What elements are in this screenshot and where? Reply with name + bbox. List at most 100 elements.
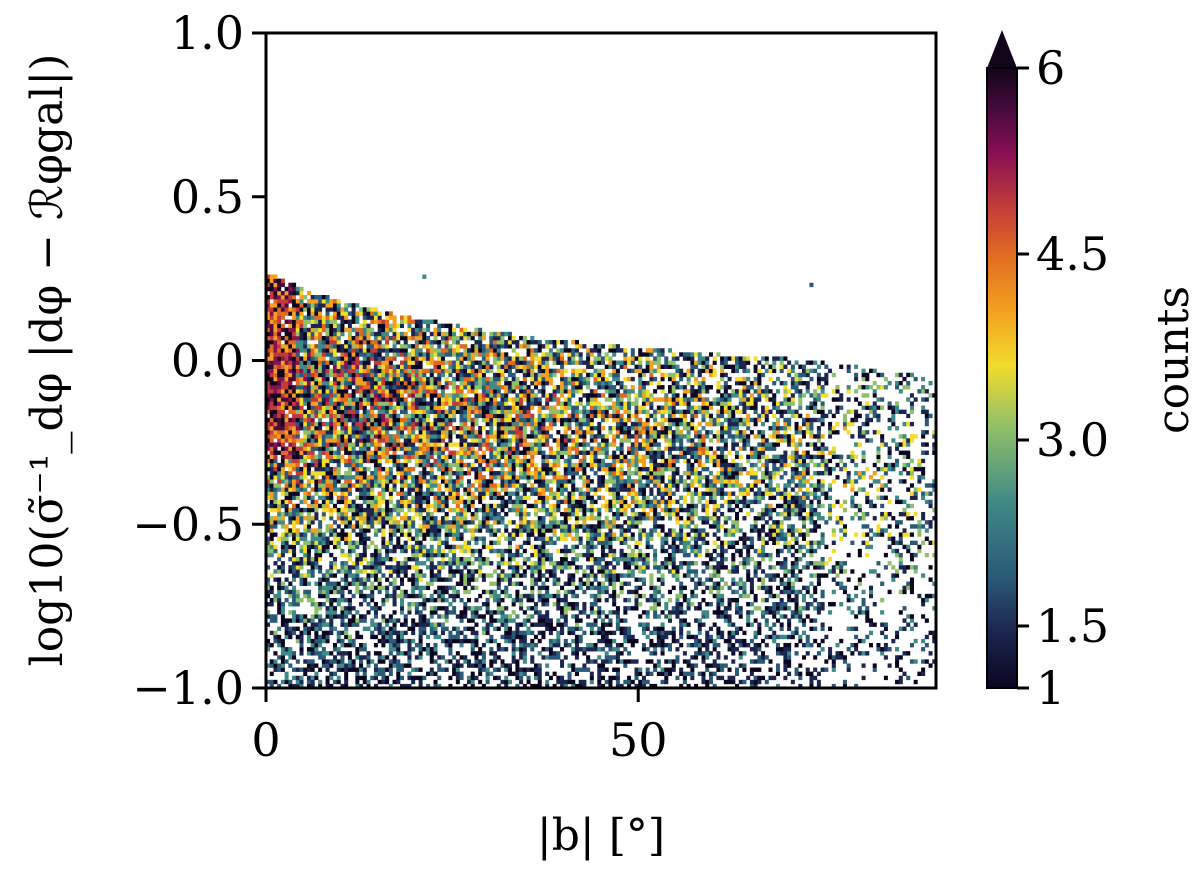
heatmap-cell — [530, 335, 535, 341]
heatmap-cell — [444, 667, 449, 672]
heatmap-cell — [303, 335, 308, 341]
heatmap-cell — [329, 589, 334, 595]
heatmap-cell — [381, 557, 386, 562]
heatmap-cell — [437, 606, 442, 611]
heatmap-cell — [277, 323, 282, 329]
heatmap-cell — [530, 426, 535, 431]
heatmap-cell — [496, 360, 501, 365]
heatmap-cell — [526, 417, 531, 423]
heatmap-cell — [344, 483, 349, 488]
heatmap-cell — [277, 557, 282, 562]
heatmap-cell — [273, 401, 278, 406]
heatmap-cell — [321, 491, 326, 496]
heatmap-cell — [269, 426, 274, 431]
heatmap-cell — [266, 602, 271, 607]
heatmap-cell — [418, 487, 423, 492]
heatmap-cell — [530, 487, 535, 492]
heatmap-cell — [526, 524, 531, 529]
heatmap-cell — [292, 299, 297, 304]
heatmap-cell — [359, 446, 364, 451]
heatmap-cell — [489, 659, 494, 664]
heatmap-cell — [299, 561, 304, 566]
heatmap-cell — [400, 364, 405, 369]
heatmap-cell — [295, 511, 300, 517]
heatmap-cell — [534, 430, 539, 435]
heatmap-cell — [437, 405, 442, 410]
heatmap-cell — [336, 450, 341, 455]
heatmap-cell — [362, 618, 367, 623]
heatmap-cell — [377, 577, 382, 582]
heatmap-cell — [426, 417, 431, 423]
heatmap-cell — [351, 307, 356, 312]
heatmap-cell — [314, 647, 319, 652]
heatmap-cell — [292, 295, 297, 300]
heatmap-cell — [496, 385, 501, 390]
heatmap-cell — [522, 548, 527, 554]
heatmap-cell — [463, 344, 468, 349]
heatmap-cell — [422, 597, 427, 603]
heatmap-cell — [277, 307, 282, 312]
heatmap-cell — [534, 487, 539, 492]
heatmap-cell — [385, 385, 390, 390]
heatmap-cell — [299, 327, 304, 333]
heatmap-cell — [336, 401, 341, 406]
heatmap-cell — [455, 495, 460, 500]
heatmap-cell — [273, 335, 278, 341]
heatmap-cell — [414, 561, 419, 566]
heatmap-cell — [526, 597, 531, 603]
heatmap-cell — [355, 520, 360, 525]
heatmap-cell — [306, 679, 311, 685]
heatmap-cell — [530, 434, 535, 439]
heatmap-cell — [522, 454, 527, 460]
heatmap-cell — [318, 544, 323, 550]
heatmap-cell — [303, 303, 308, 308]
heatmap-cell — [351, 507, 356, 513]
heatmap-cell — [362, 319, 367, 324]
heatmap-cell — [325, 581, 330, 586]
heatmap-cell — [433, 376, 438, 382]
heatmap-cell — [269, 282, 274, 288]
heatmap-cell — [295, 430, 300, 435]
heatmap-cell — [366, 352, 371, 357]
heatmap-cell — [359, 389, 364, 394]
heatmap-cell — [377, 393, 382, 398]
heatmap-cell — [288, 438, 293, 443]
heatmap-cell — [448, 438, 453, 443]
heatmap-cell — [359, 426, 364, 431]
heatmap-cell — [388, 385, 393, 390]
heatmap-cell — [329, 532, 334, 537]
heatmap-cell — [385, 540, 390, 546]
heatmap-cell — [522, 630, 527, 636]
heatmap-cell — [385, 376, 390, 382]
heatmap-cell — [280, 356, 285, 361]
heatmap-cell — [306, 548, 311, 554]
heatmap-cell — [418, 475, 423, 480]
heatmap-cell — [437, 622, 442, 627]
heatmap-cell — [280, 466, 285, 472]
heatmap-cell — [351, 446, 356, 451]
heatmap-cell — [444, 421, 449, 427]
heatmap-cell — [362, 421, 367, 427]
heatmap-cell — [347, 516, 352, 521]
heatmap-cell — [463, 516, 468, 521]
heatmap-cell — [340, 331, 345, 337]
heatmap-cell — [507, 426, 512, 431]
heatmap-cell — [474, 524, 479, 529]
heatmap-cell — [511, 385, 516, 390]
heatmap-cell — [340, 475, 345, 480]
heatmap-cell — [318, 417, 323, 423]
heatmap-cell — [299, 675, 304, 681]
heatmap-cell — [347, 372, 352, 378]
heatmap-cell — [336, 614, 341, 619]
heatmap-cell — [344, 675, 349, 681]
heatmap-cell — [500, 487, 505, 492]
heatmap-cell — [534, 397, 539, 402]
heatmap-cell — [385, 503, 390, 509]
heatmap-cell — [511, 401, 516, 406]
heatmap-cell — [366, 438, 371, 443]
heatmap-cell — [388, 683, 393, 688]
heatmap-cell — [269, 385, 274, 390]
heatmap-cell — [437, 430, 442, 435]
heatmap-cell — [288, 372, 293, 378]
heatmap-cell — [388, 520, 393, 525]
